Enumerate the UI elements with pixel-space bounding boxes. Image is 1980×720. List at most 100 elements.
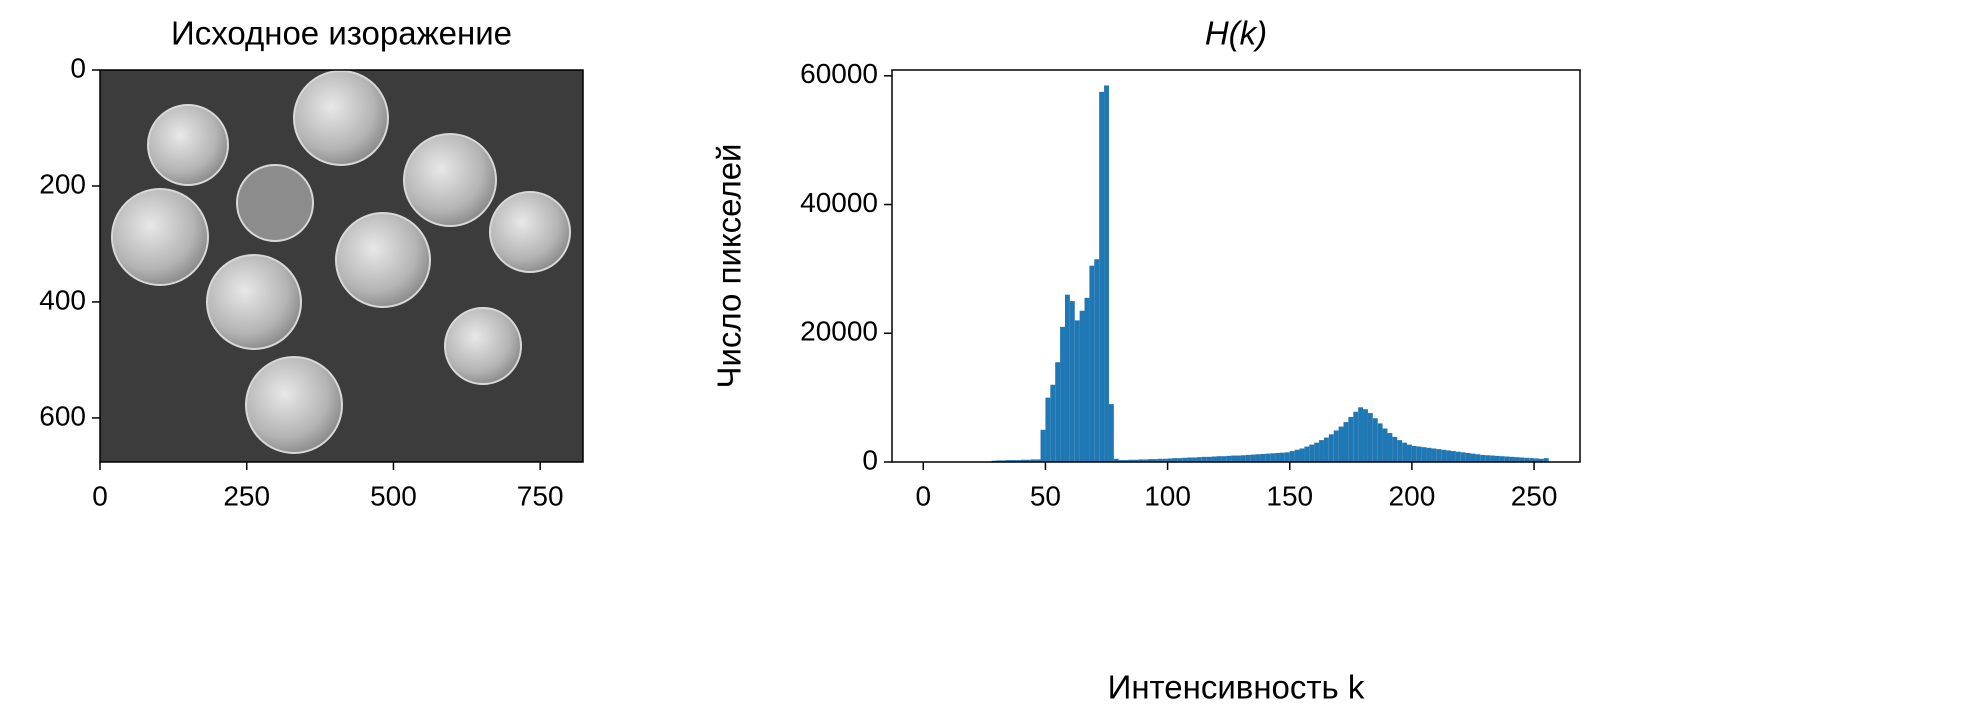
y-tick-label: 400: [39, 284, 86, 315]
bar: [1344, 422, 1349, 462]
x-tick-label: 250: [223, 480, 270, 511]
bar: [1050, 385, 1055, 462]
bar: [1231, 456, 1236, 462]
coin: [148, 105, 228, 185]
bar: [1251, 455, 1256, 462]
bar: [1402, 443, 1407, 462]
bar: [1260, 454, 1265, 462]
bar: [1446, 450, 1451, 462]
bar: [1275, 453, 1280, 462]
bar: [1256, 454, 1261, 462]
y-tick-label: 60000: [800, 58, 878, 89]
coin: [246, 357, 342, 453]
bar: [1466, 453, 1471, 462]
bar: [1368, 413, 1373, 462]
bar: [1202, 457, 1207, 462]
coin: [112, 189, 208, 285]
bar: [1363, 409, 1368, 462]
bar: [1314, 443, 1319, 462]
bar: [1055, 362, 1060, 462]
x-tick-label: 200: [1389, 480, 1436, 511]
bar: [1065, 295, 1070, 462]
bar: [1226, 456, 1231, 462]
coin: [336, 213, 430, 307]
bar: [1075, 320, 1080, 462]
bar: [1495, 456, 1500, 462]
x-tick-label: 250: [1511, 480, 1558, 511]
bar: [1441, 450, 1446, 462]
bar: [1510, 457, 1515, 462]
bar: [1089, 266, 1094, 462]
bar: [1060, 327, 1065, 462]
bar: [1221, 456, 1226, 462]
bar: [1471, 454, 1476, 462]
coin: [237, 165, 313, 241]
coin: [207, 255, 301, 349]
bar: [1373, 418, 1378, 462]
bar: [1309, 445, 1314, 462]
bar: [1485, 455, 1490, 462]
bar: [1348, 417, 1353, 462]
bar: [1109, 404, 1114, 462]
x-tick-label: 0: [915, 480, 931, 511]
chart-title: H(k): [1205, 15, 1267, 52]
y-tick-label: 0: [70, 52, 86, 83]
bar: [1300, 448, 1305, 462]
bar: [1329, 434, 1334, 462]
y-tick-label: 600: [39, 400, 86, 431]
bar: [1285, 452, 1290, 462]
bar: [1358, 407, 1363, 462]
bar: [1505, 457, 1510, 462]
bar: [1080, 311, 1085, 462]
bar: [1304, 447, 1309, 462]
bar: [1397, 440, 1402, 462]
bar: [1500, 456, 1505, 462]
bar: [1451, 451, 1456, 462]
bar: [1045, 398, 1050, 462]
page: 0 250 500 750 0 200 400 600 Исходное изоражение 0…: [0, 0, 1980, 720]
bar: [1290, 451, 1295, 462]
bar: [1383, 429, 1388, 462]
bar: [1461, 452, 1466, 462]
bar: [1265, 454, 1270, 462]
bar: [1319, 440, 1324, 462]
bar: [1480, 455, 1485, 462]
bar: [1378, 423, 1383, 462]
bar: [1392, 437, 1397, 462]
bar: [1422, 447, 1427, 462]
bar: [1246, 455, 1251, 462]
bar: [1212, 457, 1217, 462]
bar: [1270, 453, 1275, 462]
bar: [1094, 259, 1099, 462]
bar: [1207, 457, 1212, 462]
coin: [445, 308, 521, 384]
bar: [1099, 92, 1104, 462]
bar: [1104, 85, 1109, 462]
chart-title: Исходное изоражение: [171, 15, 512, 52]
y-tick-label: 40000: [800, 187, 878, 218]
bar: [1417, 447, 1422, 462]
bar: [1339, 427, 1344, 462]
bar: [1295, 450, 1300, 462]
axes-frame: [892, 70, 1580, 462]
coin: [404, 134, 496, 226]
bar: [1456, 452, 1461, 462]
x-tick-label: 0: [92, 480, 108, 511]
bar: [1490, 456, 1495, 462]
x-tick-label: 50: [1030, 480, 1061, 511]
image-plot: [100, 70, 583, 462]
bar: [1407, 445, 1412, 462]
bar: [1241, 455, 1246, 462]
bar: [1412, 446, 1417, 462]
bar: [1334, 430, 1339, 462]
bar: [1070, 301, 1075, 462]
y-axis-label: Число пикселей: [711, 144, 748, 389]
x-tick-label: 500: [370, 480, 417, 511]
bar: [1085, 298, 1090, 462]
bar: [1427, 448, 1432, 462]
bar: [1353, 412, 1358, 462]
x-tick-label: 750: [517, 480, 564, 511]
bar: [1475, 454, 1480, 462]
x-axis-label: Интенсивность k: [1108, 669, 1365, 706]
